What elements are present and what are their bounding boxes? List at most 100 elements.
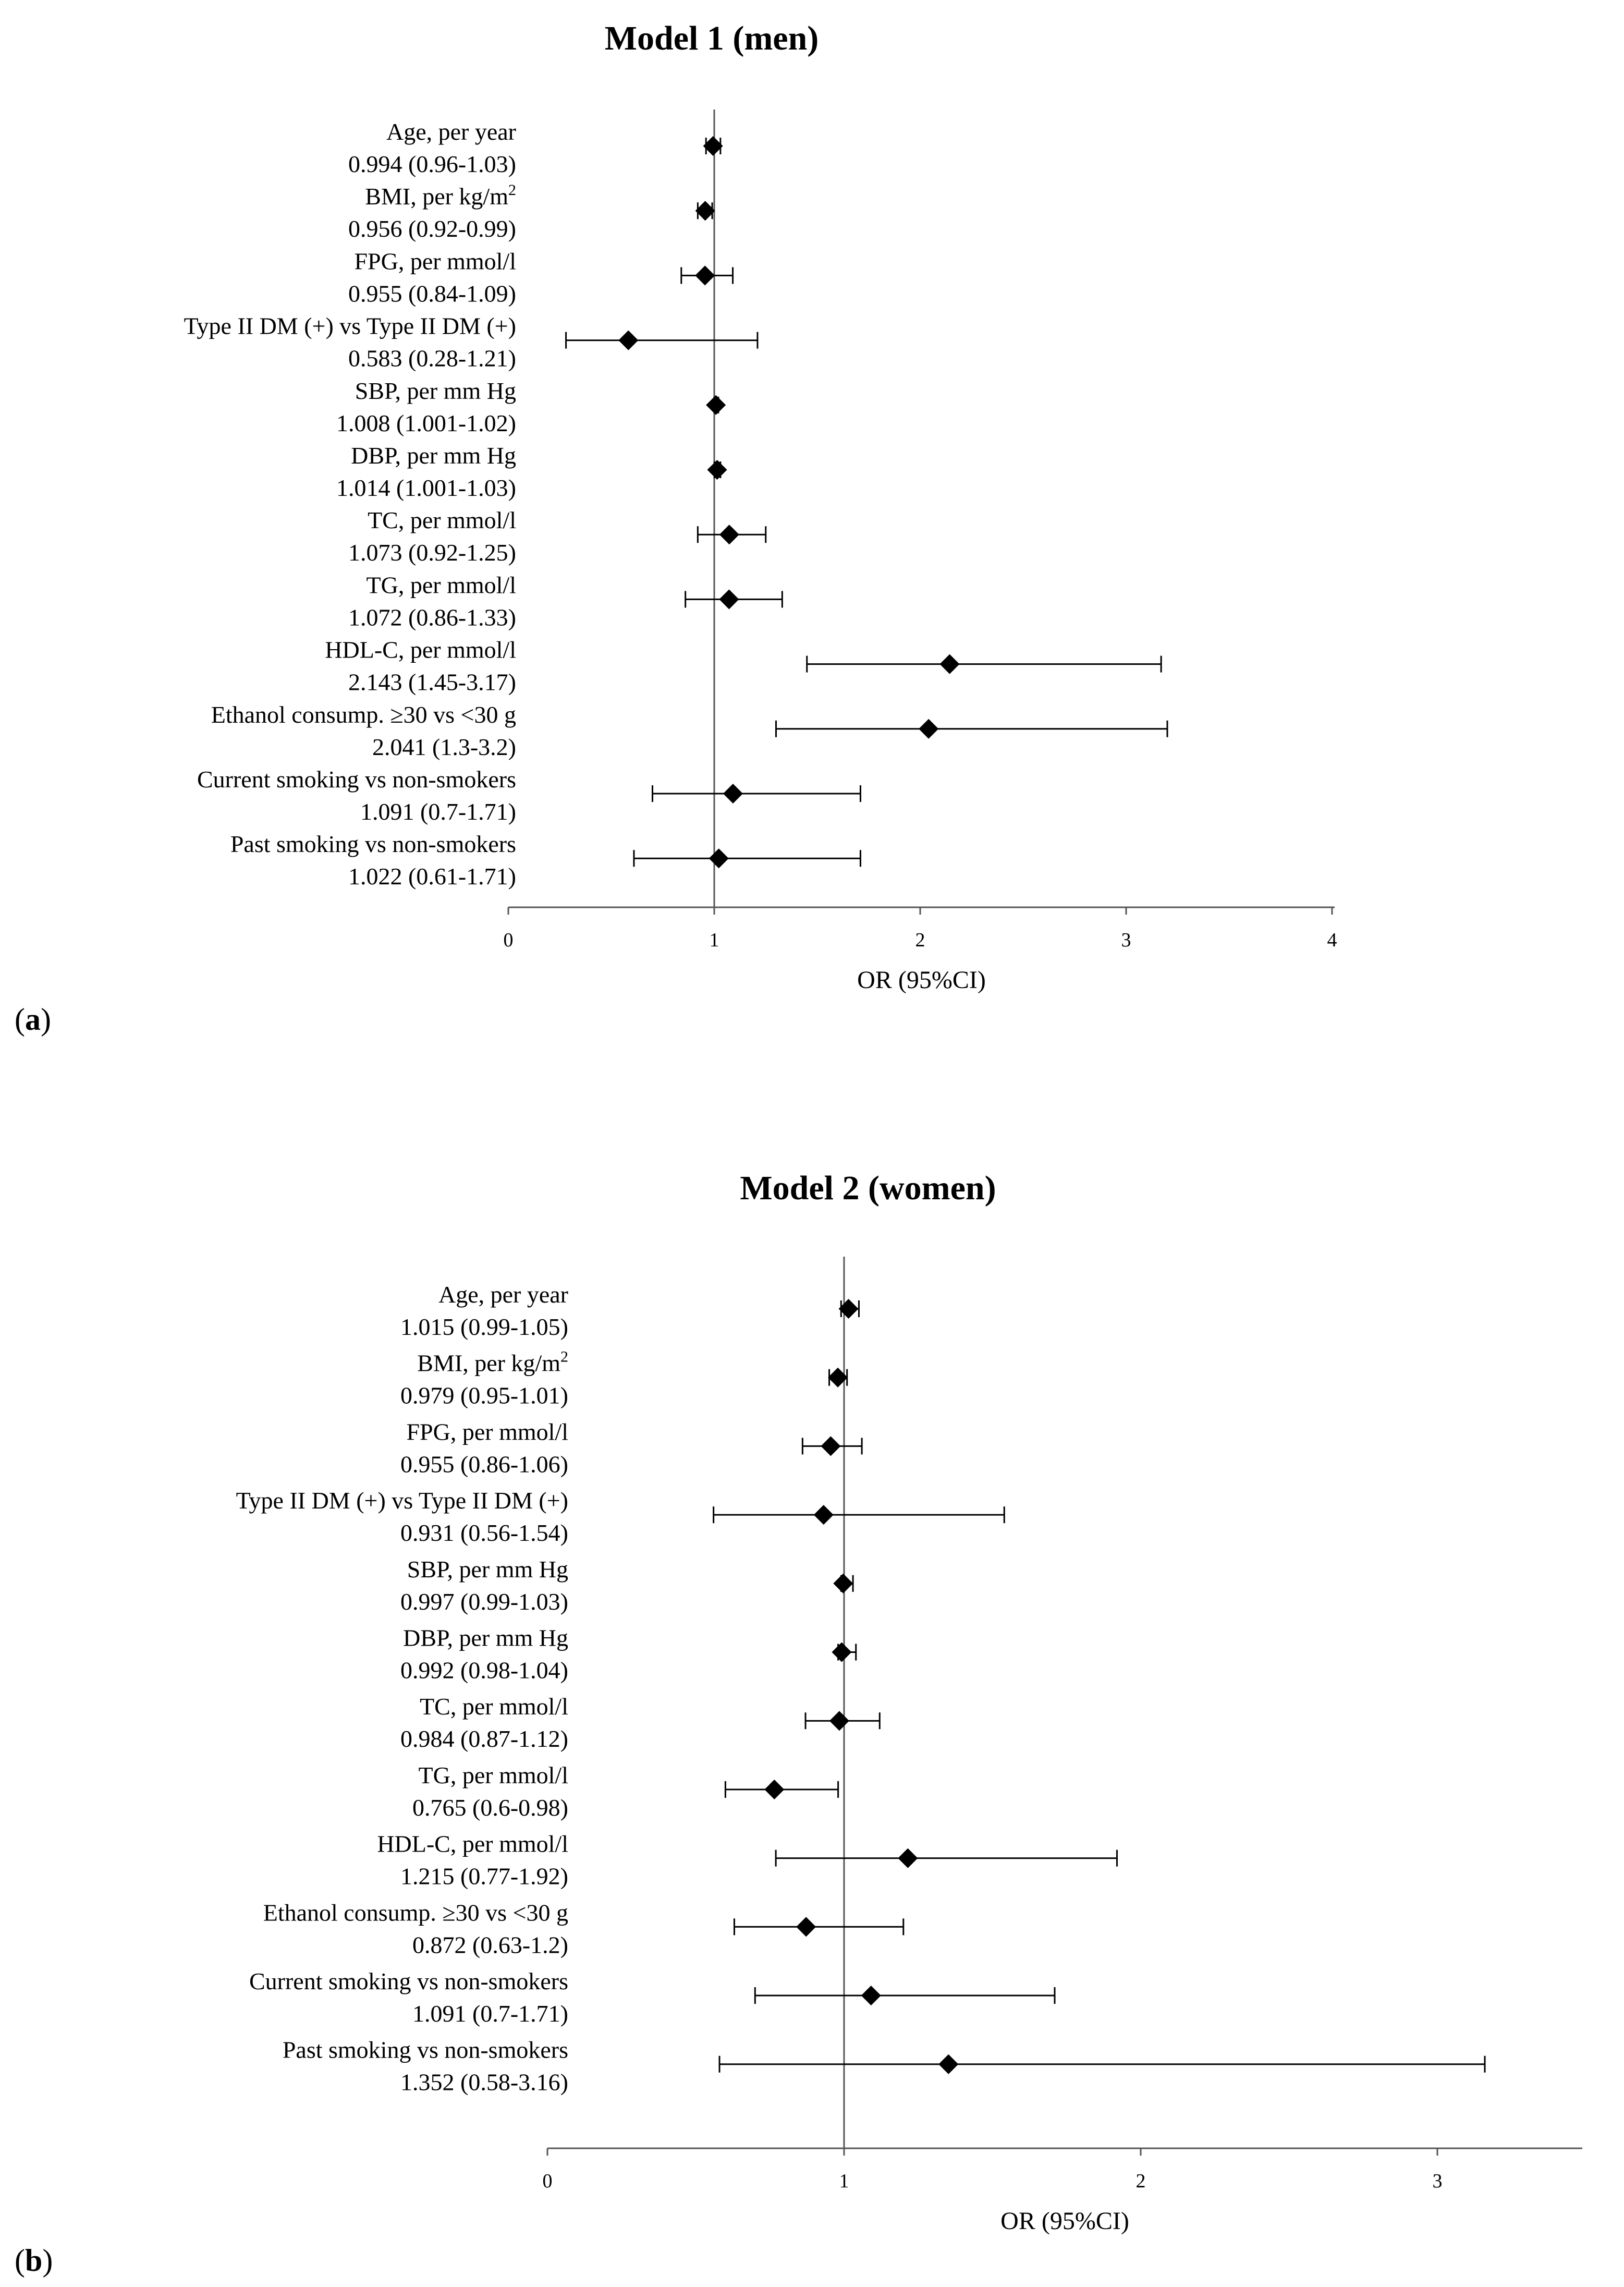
row-estimate-text: 1.022 (0.61-1.71) xyxy=(348,863,516,890)
row-estimate-text: 0.992 (0.98-1.04) xyxy=(400,1657,568,1684)
row-label-text: Type II DM (+) vs Type II DM (+) xyxy=(184,313,516,339)
row-label: Current smoking vs non-smokers xyxy=(197,766,516,793)
panel-label-letter: b xyxy=(25,2243,42,2278)
or-diamond-marker xyxy=(695,201,715,221)
forest-row: FPG, per mmol/l 0.955 (0.86-1.06) xyxy=(400,1418,863,1477)
row-estimate-text: 0.872 (0.63-1.2) xyxy=(412,1931,568,1958)
or-diamond-marker xyxy=(695,265,715,286)
row-label-text: Current smoking vs non-smokers xyxy=(249,1968,568,1994)
row-label-text: DBP, per mm Hg xyxy=(351,442,516,469)
forest-row: HDL-C, per mmol/l 1.215 (0.77-1.92) xyxy=(377,1831,1118,1890)
panel-label: (a) xyxy=(15,1002,51,1037)
row-label-text: TC, per mmol/l xyxy=(420,1693,568,1720)
x-axis-label: OR (95%CI) xyxy=(1000,2207,1129,2235)
or-diamond-marker xyxy=(813,1505,834,1525)
or-diamond-marker xyxy=(829,1711,849,1731)
chart-title: Model 1 (men) xyxy=(605,19,819,57)
row-label-text: FPG, per mmol/l xyxy=(406,1418,568,1445)
panel-label-close: ) xyxy=(42,2243,53,2278)
or-diamond-marker xyxy=(618,330,639,350)
row-estimate-text: 2.143 (1.45-3.17) xyxy=(348,669,516,696)
or-diamond-marker xyxy=(706,395,726,415)
row-label-superscript: 2 xyxy=(560,1348,568,1366)
or-diamond-marker xyxy=(707,460,727,480)
x-tick-label: 4 xyxy=(1327,929,1337,951)
row-label: BMI, per kg/m2 xyxy=(417,1348,568,1377)
forest-row: BMI, per kg/m2 0.979 (0.95-1.01) xyxy=(400,1348,848,1409)
forest-row: Past smoking vs non-smokers 1.352 (0.58-3… xyxy=(283,2037,1486,2096)
forest-row: FPG, per mmol/l 0.955 (0.84-1.09) xyxy=(348,248,734,307)
row-estimate-text: 0.583 (0.28-1.21) xyxy=(348,345,516,372)
row-estimate-text: 1.015 (0.99-1.05) xyxy=(400,1313,568,1340)
row-estimate-text: 0.997 (0.99-1.03) xyxy=(400,1588,568,1615)
x-tick-label: 2 xyxy=(915,929,925,951)
forest-row: Ethanol consump. ≥30 vs <30 g 2.041 (1.3-… xyxy=(211,701,1168,760)
row-label-text: Ethanol consump. ≥30 vs <30 g xyxy=(263,1899,568,1926)
x-tick-label: 0 xyxy=(504,929,514,951)
or-diamond-marker xyxy=(723,784,743,804)
row-label: TG, per mmol/l xyxy=(419,1762,568,1789)
row-label: Age, per year xyxy=(386,118,516,145)
x-tick-label: 1 xyxy=(839,2170,849,2192)
panel-label-open: ( xyxy=(15,2243,25,2278)
row-label-text: TG, per mmol/l xyxy=(419,1762,568,1789)
forest-row: SBP, per mm Hg 1.008 (1.001-1.02) xyxy=(336,378,726,436)
row-label-text: DBP, per mm Hg xyxy=(403,1625,568,1651)
or-diamond-marker xyxy=(764,1779,785,1799)
or-diamond-marker xyxy=(703,136,723,156)
panel-men: Model 1 (men) 0 1 2 3 4 OR (95%CI) Age, per yea… xyxy=(15,19,1337,1037)
or-diamond-marker xyxy=(938,2054,959,2074)
or-diamond-marker xyxy=(833,1573,853,1593)
or-diamond-marker xyxy=(719,589,739,610)
row-label-text: SBP, per mm Hg xyxy=(407,1556,568,1583)
row-label: Current smoking vs non-smokers xyxy=(249,1968,568,1994)
forest-row: Ethanol consump. ≥30 vs <30 g 0.872 (0.63… xyxy=(263,1899,905,1958)
x-axis-label: OR (95%CI) xyxy=(857,966,986,994)
row-label-text: Ethanol consump. ≥30 vs <30 g xyxy=(211,701,516,728)
row-label: FPG, per mmol/l xyxy=(406,1418,568,1445)
or-diamond-marker xyxy=(828,1367,848,1388)
panel-label-open: ( xyxy=(15,1002,25,1037)
forest-row: TG, per mmol/l 1.072 (0.86-1.33) xyxy=(348,571,783,630)
row-label: Ethanol consump. ≥30 vs <30 g xyxy=(263,1899,568,1926)
row-label: SBP, per mm Hg xyxy=(355,378,516,404)
or-diamond-marker xyxy=(838,1299,859,1319)
row-label-superscript: 2 xyxy=(508,181,516,199)
forest-row: Age, per year 0.994 (0.96-1.03) xyxy=(348,118,723,177)
forest-row: Past smoking vs non-smokers 1.022 (0.61-1… xyxy=(230,831,861,890)
row-label-text: HDL-C, per mmol/l xyxy=(325,637,516,663)
x-tick-label: 3 xyxy=(1121,929,1131,951)
row-label-text: HDL-C, per mmol/l xyxy=(377,1831,568,1857)
row-label: DBP, per mm Hg xyxy=(403,1625,568,1651)
row-estimate-text: 0.979 (0.95-1.01) xyxy=(400,1382,568,1409)
row-label: BMI, per kg/m2 xyxy=(365,181,516,210)
row-label-text: SBP, per mm Hg xyxy=(355,378,516,404)
row-estimate-text: 1.091 (0.7-1.71) xyxy=(360,798,516,825)
row-label-text: TC, per mmol/l xyxy=(368,507,516,533)
or-diamond-marker xyxy=(861,1986,881,2005)
x-tick-label: 1 xyxy=(710,929,719,951)
row-label: Age, per year xyxy=(438,1281,568,1308)
row-label: HDL-C, per mmol/l xyxy=(325,637,516,663)
or-diamond-marker xyxy=(821,1436,841,1456)
forest-row: BMI, per kg/m2 0.956 (0.92-0.99) xyxy=(348,181,715,242)
row-estimate-text: 0.955 (0.86-1.06) xyxy=(400,1451,568,1477)
or-diamond-marker xyxy=(919,719,939,739)
row-estimate-text: 1.072 (0.86-1.33) xyxy=(348,604,516,630)
row-estimate-text: 2.041 (1.3-3.2) xyxy=(372,734,516,760)
row-label: TG, per mmol/l xyxy=(367,571,516,598)
or-diamond-marker xyxy=(832,1642,852,1662)
panel-label-letter: a xyxy=(25,1002,41,1037)
forest-row: TC, per mmol/l 0.984 (0.87-1.12) xyxy=(400,1693,881,1752)
or-diamond-marker xyxy=(796,1917,816,1937)
row-estimate-text: 0.984 (0.87-1.12) xyxy=(400,1725,568,1752)
forest-row: TG, per mmol/l 0.765 (0.6-0.98) xyxy=(412,1762,839,1821)
or-diamond-marker xyxy=(709,848,729,869)
forest-row: DBP, per mm Hg 1.014 (1.001-1.03) xyxy=(336,442,727,501)
row-estimate-text: 0.765 (0.6-0.98) xyxy=(412,1794,568,1821)
row-estimate-text: 0.955 (0.84-1.09) xyxy=(348,280,516,307)
row-label-text: Age, per year xyxy=(386,118,516,145)
row-label-text: Type II DM (+) vs Type II DM (+) xyxy=(236,1487,568,1514)
row-label-text: BMI, per kg/m xyxy=(365,183,508,210)
